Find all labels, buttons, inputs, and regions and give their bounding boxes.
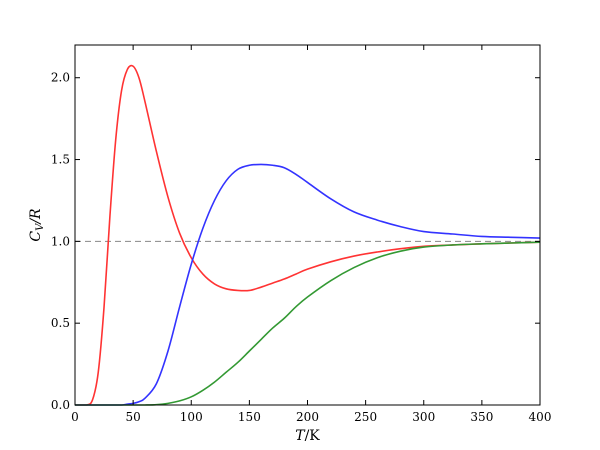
y-tick-label: 0.0 bbox=[51, 398, 70, 412]
y-tick-label: 0.5 bbox=[51, 316, 70, 330]
x-tick-label: 400 bbox=[529, 410, 552, 424]
x-tick-label: 350 bbox=[470, 410, 493, 424]
x-tick-label: 50 bbox=[125, 410, 140, 424]
series-line-1 bbox=[75, 64, 541, 406]
y-axis-label-sub: V bbox=[35, 222, 46, 231]
y-tick-label: 1.0 bbox=[51, 234, 70, 248]
y-axis-label: CV/R bbox=[28, 208, 46, 242]
x-tick-label: 250 bbox=[354, 410, 377, 424]
x-tick-label: 100 bbox=[180, 410, 203, 424]
x-tick-label: 300 bbox=[412, 410, 435, 424]
y-axis-label-tail: /R bbox=[28, 208, 44, 226]
x-tick-label: 150 bbox=[238, 410, 261, 424]
x-axis-label: T/K bbox=[295, 428, 320, 444]
series-line-2 bbox=[75, 163, 541, 406]
y-tick-label: 2.0 bbox=[51, 71, 70, 85]
series-layer bbox=[75, 64, 541, 406]
y-axis-label-var: C bbox=[28, 231, 44, 242]
series-line-3 bbox=[75, 241, 541, 406]
tick-layer: 0 50 100 150 200 250 300 350 400 0.0 0.5 1.0 1.5 2.0 bbox=[51, 45, 552, 424]
x-tick-label: 0 bbox=[71, 410, 79, 424]
y-tick-label: 1.5 bbox=[51, 153, 70, 167]
x-axis-label-unit: /K bbox=[305, 428, 321, 444]
x-tick-label: 200 bbox=[296, 410, 319, 424]
x-axis-label-var: T bbox=[295, 428, 306, 444]
